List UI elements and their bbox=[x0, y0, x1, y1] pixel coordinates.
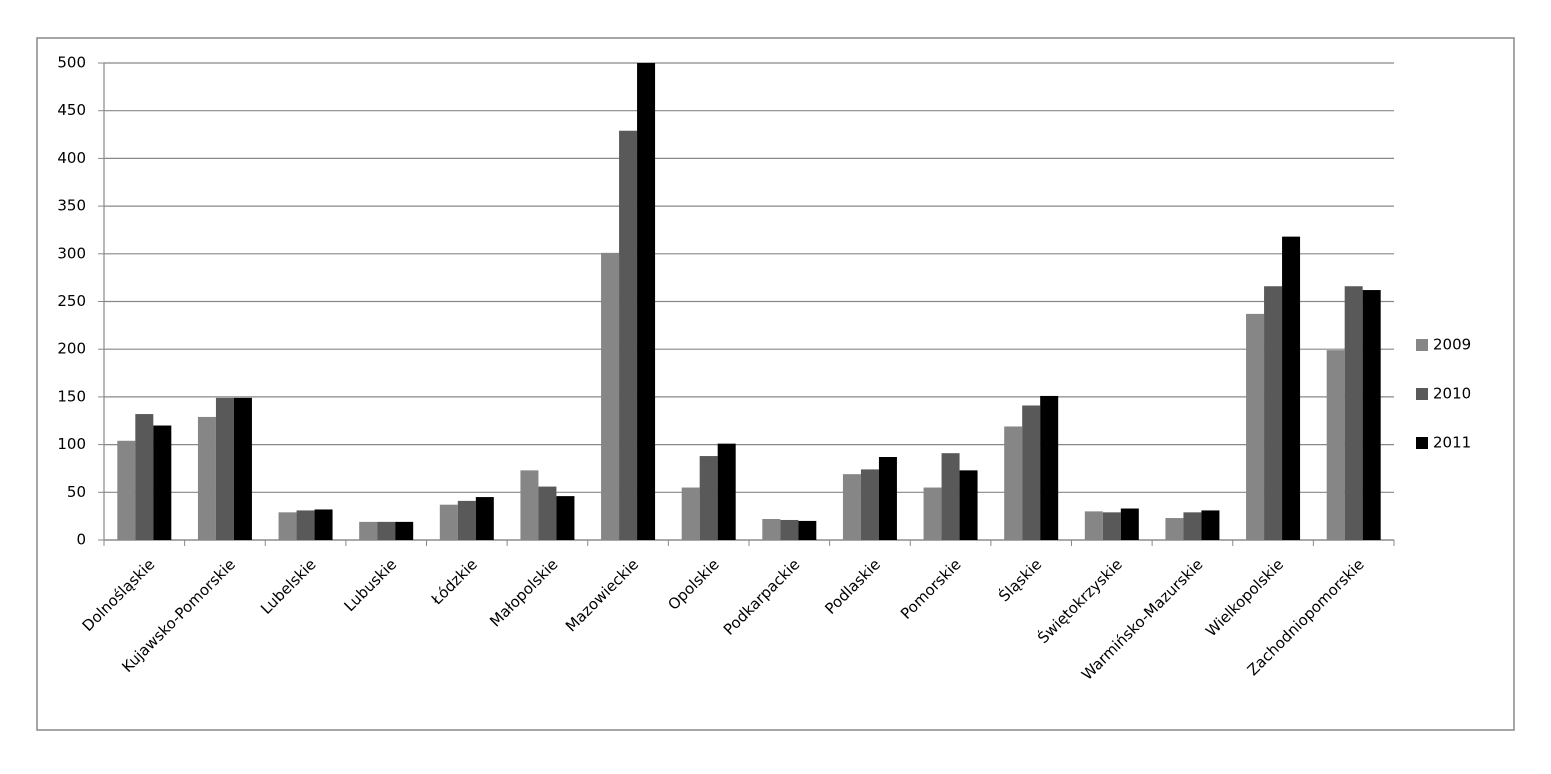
bar bbox=[1084, 511, 1103, 540]
bar bbox=[153, 425, 172, 540]
bar bbox=[538, 486, 557, 540]
bar bbox=[197, 416, 216, 540]
bar bbox=[699, 456, 718, 540]
y-tick-label: 200 bbox=[57, 340, 86, 358]
bar bbox=[860, 469, 879, 540]
bar bbox=[717, 443, 736, 540]
y-tick-label: 0 bbox=[76, 531, 86, 549]
bar bbox=[1264, 286, 1283, 540]
bar bbox=[314, 509, 333, 540]
y-tick-label: 100 bbox=[57, 435, 86, 453]
bar bbox=[1282, 236, 1301, 541]
bar bbox=[395, 521, 414, 540]
bar bbox=[842, 474, 861, 540]
bar bbox=[1183, 512, 1202, 540]
bar bbox=[377, 521, 396, 540]
bar bbox=[959, 470, 978, 540]
bar bbox=[296, 510, 315, 540]
bar bbox=[1004, 426, 1023, 540]
y-tick-label: 400 bbox=[57, 149, 86, 167]
bar bbox=[798, 520, 817, 540]
bar bbox=[1201, 510, 1220, 540]
bar bbox=[601, 252, 620, 540]
bar bbox=[780, 519, 799, 540]
y-tick-label: 500 bbox=[57, 54, 86, 72]
bar bbox=[878, 457, 897, 540]
bar bbox=[1344, 286, 1363, 540]
legend-label: 2011 bbox=[1433, 434, 1471, 452]
legend-swatch bbox=[1416, 388, 1428, 400]
bar bbox=[941, 453, 960, 540]
bar bbox=[520, 470, 539, 540]
legend-swatch bbox=[1416, 339, 1428, 351]
bar bbox=[762, 519, 781, 540]
bar bbox=[1362, 290, 1381, 540]
bar bbox=[135, 414, 154, 540]
bar bbox=[1246, 313, 1265, 540]
bar bbox=[619, 130, 638, 540]
y-tick-label: 250 bbox=[57, 292, 86, 310]
bar bbox=[1102, 512, 1121, 540]
bar bbox=[681, 487, 700, 540]
bar bbox=[233, 397, 252, 540]
bar bbox=[1120, 508, 1139, 540]
bar bbox=[117, 440, 136, 540]
bar bbox=[637, 63, 656, 540]
bar bbox=[475, 497, 494, 540]
y-tick-label: 300 bbox=[57, 244, 86, 262]
bar bbox=[556, 496, 575, 540]
legend-label: 2009 bbox=[1433, 336, 1471, 354]
bar bbox=[1326, 350, 1345, 540]
bar bbox=[457, 500, 476, 540]
y-tick-label: 450 bbox=[57, 101, 86, 119]
y-tick-label: 150 bbox=[57, 387, 86, 405]
bar bbox=[278, 512, 297, 540]
bar bbox=[1040, 395, 1059, 540]
bar bbox=[1165, 518, 1184, 540]
y-tick-label: 50 bbox=[67, 483, 86, 501]
y-tick-label: 350 bbox=[57, 197, 86, 215]
legend-swatch bbox=[1416, 437, 1428, 449]
legend-label: 2010 bbox=[1433, 385, 1471, 403]
bar bbox=[1022, 405, 1041, 540]
bar bbox=[439, 504, 458, 540]
bar bbox=[923, 487, 942, 540]
bar bbox=[215, 397, 234, 540]
bar bbox=[359, 521, 378, 540]
